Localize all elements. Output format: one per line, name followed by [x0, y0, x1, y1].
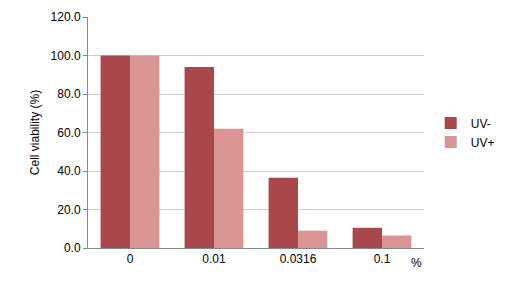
svg-text:0.0316: 0.0316: [280, 252, 317, 266]
svg-text:0: 0: [127, 252, 134, 266]
svg-text:40.0: 40.0: [57, 164, 81, 178]
svg-text:80.0: 80.0: [57, 87, 81, 101]
svg-text:20.0: 20.0: [57, 203, 81, 217]
svg-text:60.0: 60.0: [57, 126, 81, 140]
svg-text:120.0: 120.0: [51, 10, 81, 24]
svg-text:%: %: [411, 256, 422, 270]
svg-text:Cell viability (%): Cell viability (%): [28, 90, 42, 175]
svg-text:0.1: 0.1: [374, 252, 391, 266]
svg-text:0.01: 0.01: [202, 252, 226, 266]
svg-text:UV-: UV-: [471, 117, 491, 131]
svg-text:UV+: UV+: [471, 136, 495, 150]
svg-text:0.0: 0.0: [64, 241, 81, 255]
svg-text:100.0: 100.0: [51, 49, 81, 63]
